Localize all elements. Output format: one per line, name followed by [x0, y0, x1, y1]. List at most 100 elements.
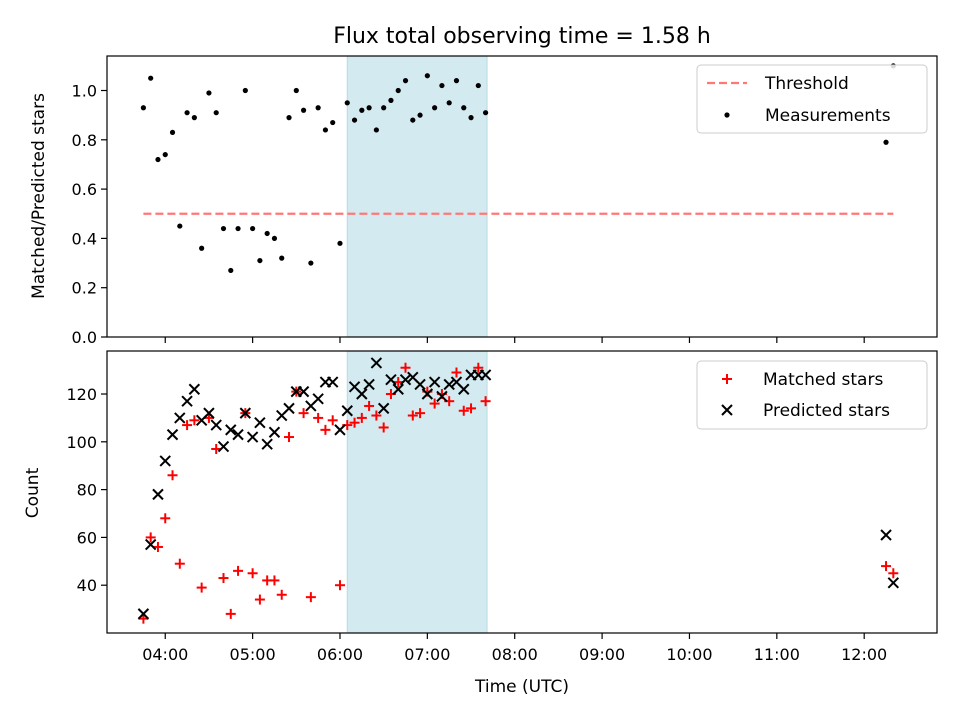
x-mark-b: [174, 412, 186, 424]
x-mark-b: [283, 402, 295, 415]
bottom-highlight-span: [346, 350, 488, 634]
measurement-point: [432, 105, 438, 111]
matched-star-point: [189, 415, 200, 426]
bottom-panel: 40 60 80 100 120 04:00 05:00 06:00 07:00 08:00 09:…: [23, 350, 938, 697]
x-mark-b: [312, 393, 324, 405]
predicted-star-point: [210, 419, 222, 431]
x-mark-b: [232, 428, 244, 441]
measurement-point: [184, 110, 190, 116]
matched-star-point: [334, 580, 345, 591]
matched-star-point: [378, 422, 389, 433]
measurement-point: [439, 82, 445, 89]
x-mark-b: [334, 424, 346, 436]
x-mark-b: [363, 378, 375, 391]
measurement-point: [337, 240, 343, 246]
x-tick-label: 11:00: [754, 645, 800, 664]
x-mark-b: [225, 424, 237, 436]
matched-star-point: [203, 412, 214, 423]
predicted-star-point: [880, 529, 892, 541]
x-mark-b: [443, 378, 455, 391]
measurement-point: [417, 112, 423, 118]
matched-star-point: [138, 613, 149, 624]
measurement-point: [279, 255, 285, 261]
measurement-point: [293, 87, 299, 94]
predicted-star-point: [137, 608, 150, 620]
measurement-point: [468, 115, 474, 121]
measurement-point: [228, 267, 234, 274]
x-mark-b: [428, 376, 441, 388]
matched-star-point: [298, 408, 309, 419]
x-tick-label: 08:00: [492, 645, 538, 664]
predicted-star-point: [159, 455, 171, 467]
x-mark-b: [210, 419, 222, 431]
bottom-y-tick-label: 40: [77, 576, 97, 595]
matched-star-point: [881, 561, 892, 572]
measurement-point: [424, 73, 430, 79]
measurement-point: [351, 117, 358, 123]
measurement-point: [264, 230, 270, 237]
predicted-star-point: [436, 390, 448, 403]
matched-star-point: [349, 417, 360, 428]
x-mark-b: [144, 538, 157, 551]
x-mark-b: [326, 376, 339, 388]
predicted-star-point: [392, 383, 404, 395]
x-mark-b: [152, 488, 164, 501]
top-highlight-span: [346, 55, 488, 338]
x-mark-b: [887, 577, 900, 589]
matched-star-point: [218, 573, 229, 584]
x-mark-b: [203, 407, 215, 419]
matched-star-point: [182, 420, 193, 431]
x-mark-b: [137, 608, 150, 620]
measurement-point: [883, 139, 889, 145]
x-tick-label: 07:00: [404, 645, 450, 664]
bottom-y-tick-label: 80: [77, 481, 97, 500]
measurement-point: [395, 87, 401, 94]
top-y-tick-label: 1.0: [72, 82, 97, 101]
bottom-y-tick-label: 60: [77, 528, 97, 547]
matched-star-point: [393, 377, 404, 388]
matched-star-point: [451, 367, 462, 378]
x-mark-b: [239, 407, 252, 419]
measurement-point: [199, 245, 205, 251]
x-mark-b: [479, 369, 492, 381]
predicted-star-point: [377, 402, 390, 415]
x-mark-b: [159, 455, 171, 467]
legend-predicted-swatch-b: [721, 404, 733, 416]
predicted-star-point: [144, 538, 157, 551]
predicted-star-point: [232, 428, 244, 441]
top-y-tick-label: 0.4: [72, 229, 97, 248]
measurement-point: [308, 260, 314, 266]
measurement-point: [177, 223, 183, 229]
legend-measurements-swatch: [724, 112, 730, 118]
legend-box: [696, 64, 928, 134]
x-mark-b: [217, 440, 230, 453]
predicted-star-point: [312, 393, 324, 405]
x-mark-b: [254, 416, 266, 429]
measurement-point: [271, 235, 278, 242]
predicted-star-point: [268, 426, 281, 438]
matched-star-point: [320, 424, 331, 435]
predicted-star-point: [385, 373, 397, 386]
matched-star-point: [305, 592, 316, 603]
measurement-point: [475, 82, 481, 89]
predicted-star-point: [370, 357, 383, 369]
measurement-point: [140, 105, 147, 111]
matched-star-point: [480, 396, 491, 407]
bottom-plot-frame: [106, 350, 938, 634]
matched-star-point: [888, 568, 899, 579]
x-tick-label: 10:00: [666, 645, 712, 664]
matched-star-point: [225, 608, 236, 619]
predicted-star-point: [414, 378, 426, 391]
measurement-point: [162, 151, 168, 158]
predicted-star-point: [334, 424, 346, 436]
measurement-point: [330, 119, 336, 126]
measurement-point: [220, 225, 227, 232]
matched-star-point: [145, 532, 156, 543]
bottom-y-axis-label: Count: [23, 467, 43, 518]
predicted-star-point: [254, 416, 266, 429]
predicted-star-point: [399, 373, 412, 386]
legend-matched-label: Matched stars: [763, 370, 883, 390]
x-mark-b: [414, 378, 426, 391]
measurement-point: [359, 107, 365, 113]
